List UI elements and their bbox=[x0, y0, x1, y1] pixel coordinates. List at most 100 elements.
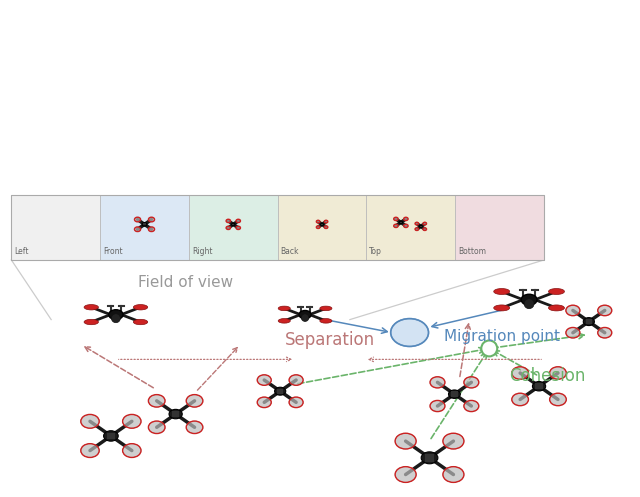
Ellipse shape bbox=[186, 395, 203, 407]
Ellipse shape bbox=[583, 318, 595, 326]
Bar bbox=[189, 195, 278, 260]
Ellipse shape bbox=[464, 401, 479, 412]
Ellipse shape bbox=[148, 421, 165, 433]
Ellipse shape bbox=[443, 467, 464, 483]
Ellipse shape bbox=[493, 305, 509, 311]
Text: Separation: Separation bbox=[285, 331, 375, 349]
Text: Left: Left bbox=[14, 247, 29, 256]
Ellipse shape bbox=[423, 222, 426, 225]
Ellipse shape bbox=[390, 319, 429, 346]
Ellipse shape bbox=[142, 223, 147, 226]
Bar bbox=[451, 392, 458, 397]
Ellipse shape bbox=[548, 289, 564, 295]
Bar bbox=[586, 319, 592, 324]
Bar bbox=[172, 411, 179, 417]
Ellipse shape bbox=[449, 390, 460, 399]
Bar bbox=[535, 383, 543, 389]
Ellipse shape bbox=[133, 305, 148, 310]
Ellipse shape bbox=[464, 377, 479, 388]
Ellipse shape bbox=[109, 310, 123, 320]
Ellipse shape bbox=[123, 414, 141, 428]
Bar bbox=[107, 432, 115, 439]
Ellipse shape bbox=[404, 224, 408, 228]
Ellipse shape bbox=[566, 305, 580, 316]
Ellipse shape bbox=[512, 393, 529, 406]
Ellipse shape bbox=[423, 228, 426, 231]
Ellipse shape bbox=[566, 328, 580, 338]
Ellipse shape bbox=[415, 228, 419, 231]
Ellipse shape bbox=[550, 367, 566, 379]
Ellipse shape bbox=[512, 367, 529, 379]
Ellipse shape bbox=[430, 377, 445, 388]
Ellipse shape bbox=[226, 219, 230, 223]
Ellipse shape bbox=[430, 401, 445, 412]
Circle shape bbox=[481, 340, 497, 356]
Text: Right: Right bbox=[192, 247, 212, 256]
Text: Front: Front bbox=[103, 247, 123, 256]
Text: Cohesion: Cohesion bbox=[509, 367, 586, 385]
Text: Field of view: Field of view bbox=[138, 275, 233, 290]
Ellipse shape bbox=[399, 221, 403, 224]
Ellipse shape bbox=[320, 306, 332, 311]
Ellipse shape bbox=[443, 433, 464, 449]
Ellipse shape bbox=[123, 444, 141, 457]
Text: Migration point: Migration point bbox=[444, 330, 561, 344]
Text: Bottom: Bottom bbox=[458, 247, 486, 256]
Text: Back: Back bbox=[281, 247, 299, 256]
Ellipse shape bbox=[81, 444, 99, 457]
Ellipse shape bbox=[278, 319, 291, 323]
Ellipse shape bbox=[415, 222, 419, 225]
Bar bbox=[232, 224, 234, 225]
Ellipse shape bbox=[316, 226, 320, 229]
Ellipse shape bbox=[299, 311, 311, 319]
Text: Top: Top bbox=[369, 247, 382, 256]
Ellipse shape bbox=[84, 305, 99, 310]
Ellipse shape bbox=[169, 410, 182, 419]
Bar bbox=[100, 195, 189, 260]
Bar bbox=[367, 195, 455, 260]
Bar bbox=[277, 389, 284, 394]
Ellipse shape bbox=[134, 227, 141, 232]
Ellipse shape bbox=[81, 414, 99, 428]
Ellipse shape bbox=[104, 431, 118, 441]
Bar bbox=[321, 224, 323, 225]
Circle shape bbox=[301, 314, 309, 322]
Ellipse shape bbox=[257, 397, 271, 408]
Bar bbox=[12, 195, 544, 260]
Ellipse shape bbox=[419, 225, 422, 227]
Ellipse shape bbox=[84, 320, 99, 325]
Ellipse shape bbox=[232, 223, 235, 226]
Bar bbox=[400, 222, 402, 223]
Bar bbox=[143, 223, 146, 226]
Ellipse shape bbox=[148, 227, 154, 232]
Ellipse shape bbox=[493, 289, 509, 295]
Ellipse shape bbox=[598, 305, 612, 316]
Ellipse shape bbox=[321, 223, 323, 225]
Ellipse shape bbox=[236, 219, 241, 223]
Ellipse shape bbox=[278, 306, 291, 311]
Ellipse shape bbox=[521, 294, 537, 305]
Ellipse shape bbox=[289, 397, 303, 408]
Ellipse shape bbox=[186, 421, 203, 433]
Ellipse shape bbox=[257, 375, 271, 385]
Ellipse shape bbox=[316, 220, 320, 223]
Ellipse shape bbox=[395, 467, 416, 483]
Ellipse shape bbox=[395, 433, 416, 449]
Ellipse shape bbox=[148, 217, 154, 222]
Ellipse shape bbox=[275, 387, 285, 395]
Ellipse shape bbox=[324, 220, 328, 223]
Ellipse shape bbox=[550, 393, 566, 406]
Ellipse shape bbox=[148, 395, 165, 407]
Ellipse shape bbox=[134, 217, 141, 222]
Ellipse shape bbox=[404, 217, 408, 221]
Ellipse shape bbox=[598, 328, 612, 338]
Bar bbox=[420, 226, 422, 227]
Ellipse shape bbox=[324, 226, 328, 229]
Bar bbox=[12, 195, 100, 260]
Ellipse shape bbox=[289, 375, 303, 385]
Ellipse shape bbox=[421, 452, 438, 464]
Ellipse shape bbox=[320, 319, 332, 323]
Ellipse shape bbox=[394, 224, 398, 228]
Ellipse shape bbox=[548, 305, 564, 311]
Ellipse shape bbox=[236, 226, 241, 230]
